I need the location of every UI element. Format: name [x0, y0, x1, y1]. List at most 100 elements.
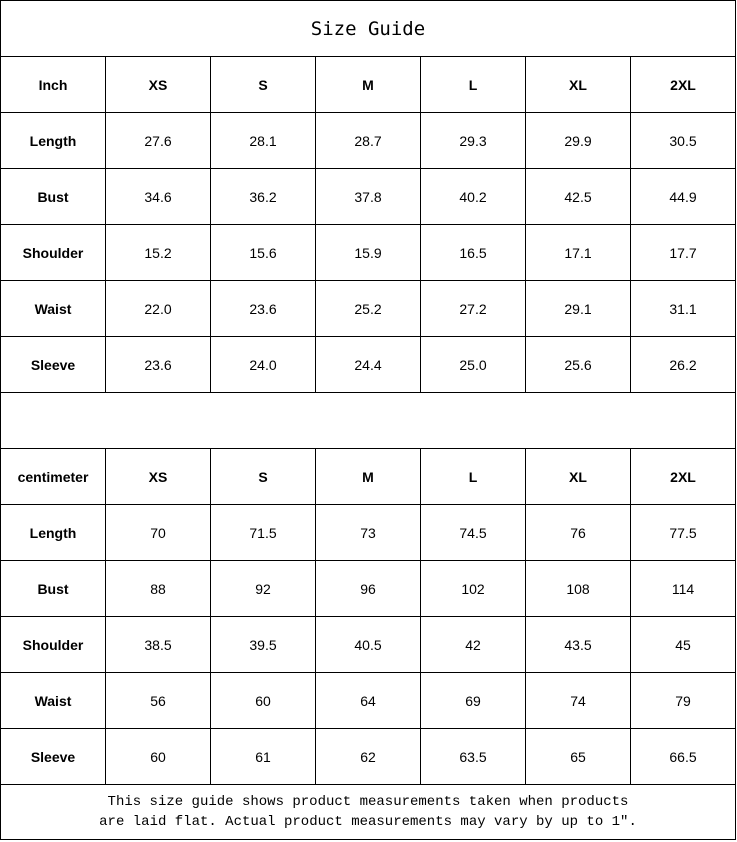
measurement-value: 44.9 [630, 168, 736, 225]
size-header: L [420, 448, 526, 505]
measurement-value: 69 [420, 672, 526, 729]
measurement-value: 76 [525, 504, 631, 561]
measurement-value: 45 [630, 616, 736, 673]
measurement-value: 62 [315, 728, 421, 785]
unit-label: centimeter [0, 448, 106, 505]
measurement-value: 108 [525, 560, 631, 617]
spacer-row [0, 392, 736, 449]
title-row: Size Guide [0, 0, 736, 57]
measurement-value: 42.5 [525, 168, 631, 225]
measurement-label: Bust [0, 168, 106, 225]
measurement-value: 60 [105, 728, 211, 785]
unit-label: Inch [0, 56, 106, 113]
measurement-value: 39.5 [210, 616, 316, 673]
size-header: XS [105, 56, 211, 113]
measurement-value: 43.5 [525, 616, 631, 673]
table-row: Sleeve 60 61 62 63.5 65 66.5 [0, 728, 736, 785]
table-row: Waist 22.0 23.6 25.2 27.2 29.1 31.1 [0, 280, 736, 337]
measurement-value: 23.6 [105, 336, 211, 393]
measurement-label: Waist [0, 672, 106, 729]
measurement-value: 34.6 [105, 168, 211, 225]
measurement-value: 66.5 [630, 728, 736, 785]
measurement-value: 30.5 [630, 112, 736, 169]
measurement-value: 22.0 [105, 280, 211, 337]
measurement-label: Sleeve [0, 728, 106, 785]
size-header: S [210, 56, 316, 113]
measurement-value: 25.0 [420, 336, 526, 393]
table-row: Shoulder 15.2 15.6 15.9 16.5 17.1 17.7 [0, 224, 736, 281]
measurement-value: 25.6 [525, 336, 631, 393]
measurement-value: 17.7 [630, 224, 736, 281]
measurement-value: 27.2 [420, 280, 526, 337]
size-header: S [210, 448, 316, 505]
measurement-value: 40.2 [420, 168, 526, 225]
measurement-value: 28.1 [210, 112, 316, 169]
table-row: Shoulder 38.5 39.5 40.5 42 43.5 45 [0, 616, 736, 673]
table-row: Length 70 71.5 73 74.5 76 77.5 [0, 504, 736, 561]
measurement-label: Waist [0, 280, 106, 337]
table-row: Length 27.6 28.1 28.7 29.3 29.9 30.5 [0, 112, 736, 169]
measurement-value: 29.3 [420, 112, 526, 169]
measurement-value: 63.5 [420, 728, 526, 785]
measurement-value: 56 [105, 672, 211, 729]
measurement-value: 60 [210, 672, 316, 729]
measurement-value: 64 [315, 672, 421, 729]
measurement-value: 92 [210, 560, 316, 617]
measurement-value: 40.5 [315, 616, 421, 673]
size-guide-title: Size Guide [0, 0, 736, 57]
measurement-value: 24.4 [315, 336, 421, 393]
measurement-value: 26.2 [630, 336, 736, 393]
measurement-value: 74 [525, 672, 631, 729]
measurement-value: 25.2 [315, 280, 421, 337]
note-row: This size guide shows product measuremen… [0, 784, 736, 840]
measurement-value: 16.5 [420, 224, 526, 281]
measurement-value: 77.5 [630, 504, 736, 561]
note-line-1: This size guide shows product measuremen… [107, 794, 629, 810]
measurement-label: Bust [0, 560, 106, 617]
measurement-value: 23.6 [210, 280, 316, 337]
table-row: Waist 56 60 64 69 74 79 [0, 672, 736, 729]
measurement-label: Length [0, 504, 106, 561]
measurement-value: 17.1 [525, 224, 631, 281]
measurement-value: 36.2 [210, 168, 316, 225]
measurement-value: 28.7 [315, 112, 421, 169]
measurement-value: 27.6 [105, 112, 211, 169]
spacer-cell [0, 392, 736, 449]
table-row: Bust 88 92 96 102 108 114 [0, 560, 736, 617]
measurement-value: 37.8 [315, 168, 421, 225]
measurement-value: 29.9 [525, 112, 631, 169]
measurement-value: 42 [420, 616, 526, 673]
size-header: 2XL [630, 56, 736, 113]
measurement-value: 15.9 [315, 224, 421, 281]
size-header: 2XL [630, 448, 736, 505]
note-line-2: are laid flat. Actual product measuremen… [99, 814, 637, 830]
measurement-value: 79 [630, 672, 736, 729]
size-header: XL [525, 56, 631, 113]
measurement-value: 73 [315, 504, 421, 561]
table-row: Sleeve 23.6 24.0 24.4 25.0 25.6 26.2 [0, 336, 736, 393]
measurement-value: 96 [315, 560, 421, 617]
measurement-value: 15.6 [210, 224, 316, 281]
measurement-value: 61 [210, 728, 316, 785]
measurement-label: Shoulder [0, 224, 106, 281]
size-header: M [315, 56, 421, 113]
measurement-label: Shoulder [0, 616, 106, 673]
inch-header-row: Inch XS S M L XL 2XL [0, 56, 736, 113]
measurement-value: 65 [525, 728, 631, 785]
measurement-value: 88 [105, 560, 211, 617]
measurement-value: 114 [630, 560, 736, 617]
size-header: L [420, 56, 526, 113]
measurement-value: 24.0 [210, 336, 316, 393]
note-cell: This size guide shows product measuremen… [0, 784, 736, 840]
measurement-value: 74.5 [420, 504, 526, 561]
measurement-label: Length [0, 112, 106, 169]
measurement-value: 29.1 [525, 280, 631, 337]
measurement-value: 70 [105, 504, 211, 561]
table-row: Bust 34.6 36.2 37.8 40.2 42.5 44.9 [0, 168, 736, 225]
measurement-value: 15.2 [105, 224, 211, 281]
size-header: XL [525, 448, 631, 505]
measurement-label: Sleeve [0, 336, 106, 393]
measurement-value: 102 [420, 560, 526, 617]
size-header: M [315, 448, 421, 505]
